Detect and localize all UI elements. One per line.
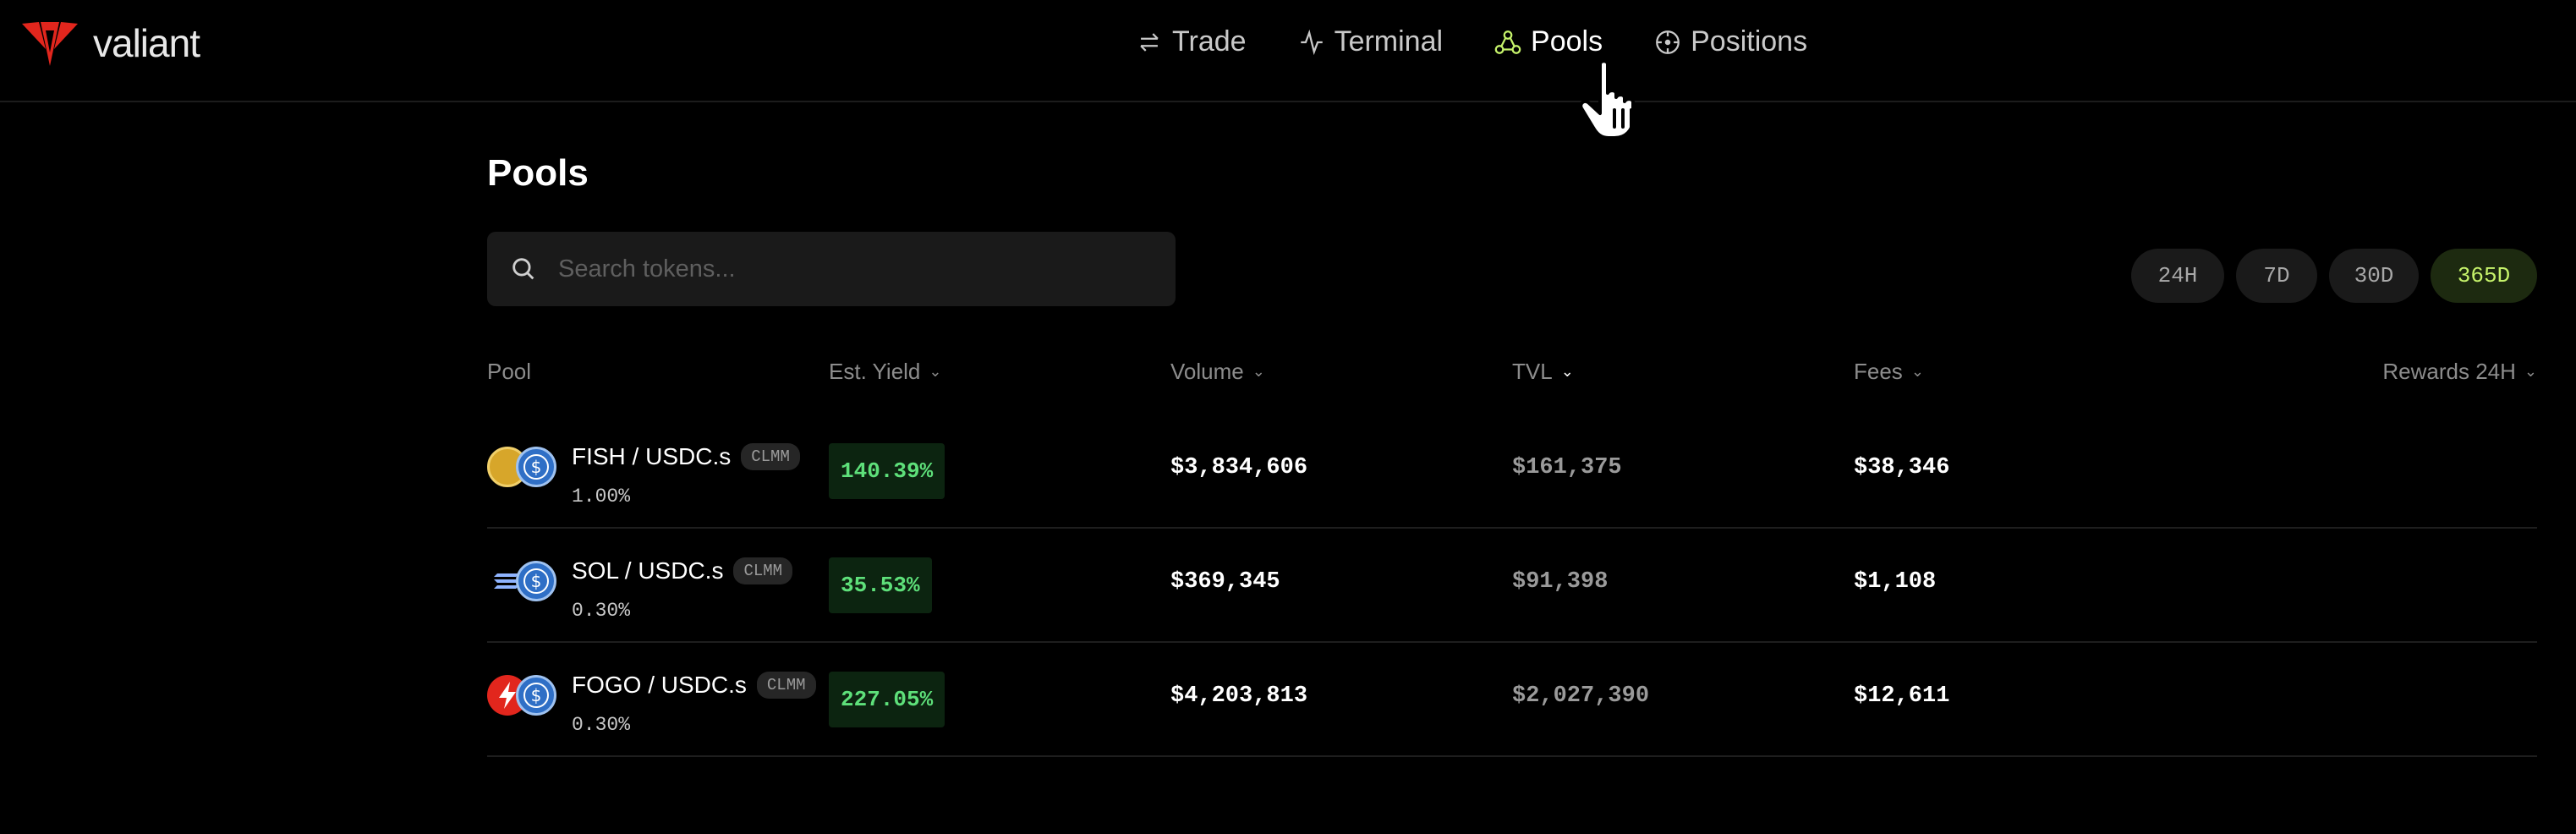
pair-name: FISH / USDC.s [572, 443, 732, 469]
column-label: Pool [487, 359, 532, 384]
nav-label: Pools [1531, 25, 1603, 58]
volume-value: $369,345 [1170, 569, 1280, 595]
svg-text:$: $ [531, 457, 542, 477]
valiant-logo-icon [22, 22, 78, 66]
fee-tier: 0.30% [572, 600, 631, 622]
chevron-down-icon: ⌄ [1910, 363, 1924, 380]
column-label: TVL [1512, 359, 1553, 384]
pool-type-badge: CLMM [756, 672, 816, 699]
chevron-down-icon: ⌄ [1560, 363, 1574, 380]
column-header-rewards[interactable]: Rewards 24H ⌄ [2382, 359, 2537, 385]
column-header-tvl[interactable]: TVL ⌄ [1512, 359, 1574, 385]
chevron-down-icon: ⌄ [1252, 363, 1265, 380]
search-icon [512, 258, 534, 280]
column-label: Volume [1170, 359, 1244, 384]
nav-item-terminal[interactable]: Terminal [1297, 25, 1443, 58]
pair-name: FOGO / USDC.s [572, 672, 747, 698]
column-label: Est. Yield [829, 359, 921, 384]
column-header-pool[interactable]: Pool [487, 359, 531, 385]
yield-value: 140.39% [829, 443, 945, 499]
fees-value: $1,108 [1854, 569, 1937, 595]
column-header-fees[interactable]: Fees ⌄ [1854, 359, 1924, 385]
period-selector: 24H 7D 30D 365D [2119, 249, 2537, 303]
top-navbar: valiant Trade Terminal Pools [0, 0, 2576, 102]
nav-label: Trade [1172, 25, 1247, 58]
pools-icon [1494, 30, 1521, 54]
volume-value: $3,834,606 [1170, 455, 1308, 480]
fee-tier: 0.30% [572, 714, 631, 736]
usdc-token-icon: $ [516, 561, 556, 601]
fees-value: $12,611 [1854, 683, 1950, 709]
chevron-down-icon: ⌄ [2524, 363, 2537, 380]
nav-label: Positions [1691, 25, 1808, 58]
period-30d-button[interactable]: 30D [2329, 249, 2419, 303]
table-row[interactable]: $ FOGO / USDC.s CLMM 0.30% 227.05% $4,20… [487, 643, 2537, 757]
pair-name: SOL / USDC.s [572, 557, 724, 584]
brand-name: valiant [93, 21, 200, 65]
search-bar[interactable] [487, 232, 1176, 306]
nav-item-pools[interactable]: Pools [1494, 25, 1603, 58]
period-7d-button[interactable]: 7D [2236, 249, 2317, 303]
nav-item-trade[interactable]: Trade [1135, 25, 1247, 58]
svg-text:$: $ [531, 571, 542, 591]
usdc-token-icon: $ [516, 447, 556, 487]
column-label: Rewards 24H [2382, 359, 2516, 384]
token-pair-icons: $ [487, 447, 560, 494]
swap-icon [1140, 32, 1159, 52]
target-icon [1656, 30, 1680, 54]
tvl-value: $161,375 [1512, 455, 1622, 480]
token-pair-icons: $ [487, 561, 560, 608]
pool-pair: FISH / USDC.s CLMM [572, 443, 800, 470]
pool-pair: FOGO / USDC.s CLMM [572, 672, 816, 699]
volume-value: $4,203,813 [1170, 683, 1308, 709]
pulse-icon [1300, 29, 1323, 55]
table-row[interactable]: $ SOL / USDC.s CLMM 0.30% 35.53% $369,34… [487, 529, 2537, 643]
period-24h-button[interactable]: 24H [2131, 249, 2224, 303]
usdc-token-icon: $ [516, 675, 556, 716]
column-header-yield[interactable]: Est. Yield ⌄ [829, 359, 942, 385]
pool-type-badge: CLMM [733, 557, 793, 584]
token-pair-icons: $ [487, 675, 560, 722]
period-365d-button[interactable]: 365D [2431, 249, 2537, 303]
brand-logo[interactable]: valiant [20, 19, 200, 68]
fee-tier: 1.00% [572, 486, 631, 508]
search-input[interactable] [558, 255, 1150, 283]
table-row[interactable]: $ FISH / USDC.s CLMM 1.00% 140.39% $3,83… [487, 414, 2537, 529]
tvl-value: $91,398 [1512, 569, 1609, 595]
pool-pair: SOL / USDC.s CLMM [572, 557, 793, 584]
tvl-value: $2,027,390 [1512, 683, 1650, 709]
table-header: Pool Est. Yield ⌄ Volume ⌄ TVL ⌄ Fees ⌄ … [487, 359, 2537, 392]
pools-page: Pools 24H 7D 30D 365D Pool Est. Yield ⌄ … [487, 152, 2537, 757]
nav-item-positions[interactable]: Positions [1653, 25, 1807, 58]
main-nav: Trade Terminal Pools Positions [1135, 25, 1858, 58]
page-title: Pools [487, 152, 589, 194]
nav-label: Terminal [1334, 25, 1444, 58]
hand-cursor-icon [1579, 59, 1635, 140]
yield-value: 227.05% [829, 672, 945, 727]
chevron-down-icon: ⌄ [929, 363, 942, 380]
pools-table-body: $ FISH / USDC.s CLMM 1.00% 140.39% $3,83… [487, 414, 2537, 757]
column-header-volume[interactable]: Volume ⌄ [1170, 359, 1265, 385]
svg-text:$: $ [531, 685, 542, 705]
pool-type-badge: CLMM [741, 443, 800, 470]
column-label: Fees [1854, 359, 1903, 384]
yield-value: 35.53% [829, 557, 932, 613]
fees-value: $38,346 [1854, 455, 1950, 480]
